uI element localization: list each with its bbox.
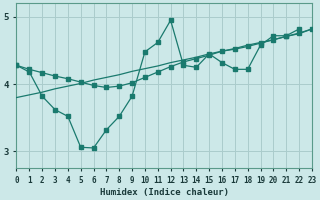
X-axis label: Humidex (Indice chaleur): Humidex (Indice chaleur) — [100, 188, 229, 197]
